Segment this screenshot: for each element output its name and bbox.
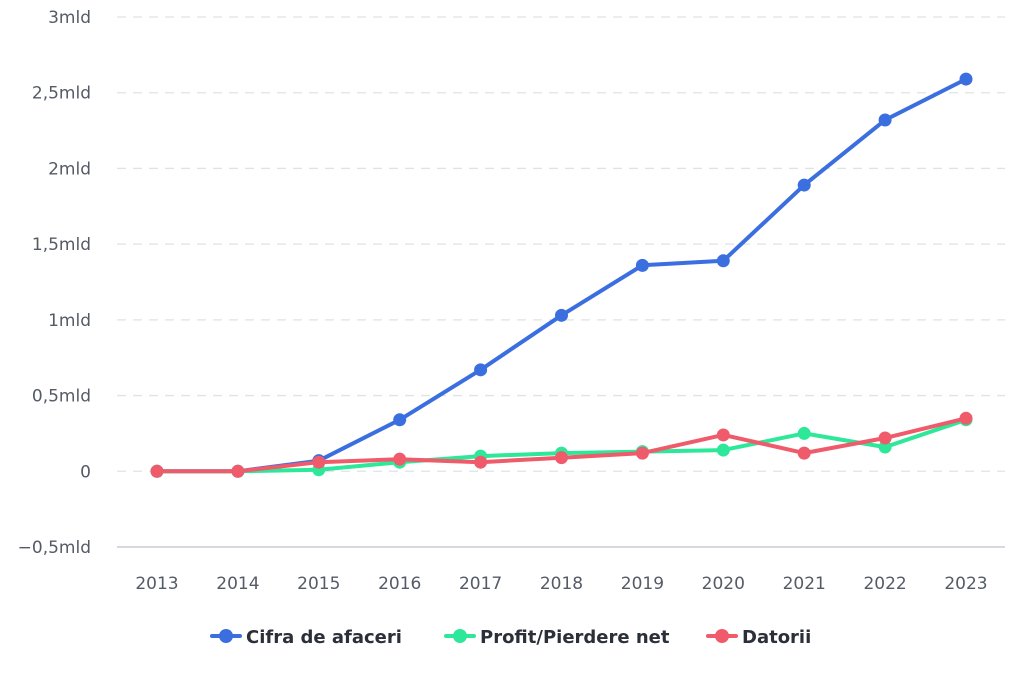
legend-item-cifra-de-afaceri[interactable]: Cifra de afaceri (210, 627, 402, 648)
data-point-cifra-de-afaceri[interactable] (635, 258, 649, 272)
y-tick-label: 2,5mld (32, 84, 91, 104)
legend-item-datorii[interactable]: Datorii (706, 627, 811, 648)
data-point-datorii[interactable] (959, 411, 973, 425)
series-line-cifra-de-afaceri (155, 77, 968, 474)
data-point-cifra-de-afaceri[interactable] (878, 113, 892, 127)
legend-item-profit-pierdere-net[interactable]: Profit/Pierdere net (444, 627, 670, 648)
series-lines (150, 72, 973, 478)
x-axis-ticks: 2013 2014 2015 2016 2017 2018 2019 2020 2021 2022… (135, 574, 987, 594)
x-tick-label: 2020 (702, 574, 745, 594)
data-point-datorii[interactable] (393, 452, 407, 466)
y-tick-label: 3mld (48, 8, 91, 28)
y-tick-label: 0 (80, 462, 91, 482)
data-point-datorii[interactable] (716, 428, 730, 442)
legend-dot-marker (715, 629, 729, 643)
data-point-datorii[interactable] (474, 455, 488, 469)
x-tick-label: 2023 (944, 574, 987, 594)
y-axis-ticks: −0,5mld 0 0,5mld 1mld 1,5mld 2mld 2,5mld 3mld (18, 8, 91, 558)
legend-label: Profit/Pierdere net (480, 627, 670, 648)
x-tick-label: 2018 (540, 574, 583, 594)
y-tick-label: 0,5mld (32, 387, 91, 407)
x-tick-label: 2019 (621, 574, 664, 594)
data-point-cifra-de-afaceri[interactable] (555, 308, 568, 322)
x-tick-label: 2017 (459, 574, 502, 594)
y-tick-label: 1mld (48, 311, 91, 331)
legend-dot-marker (453, 629, 467, 643)
data-point-cifra-de-afaceri[interactable] (797, 178, 811, 192)
data-point-datorii[interactable] (231, 464, 245, 478)
x-tick-label: 2014 (216, 574, 259, 594)
data-point-cifra-de-afaceri[interactable] (959, 72, 973, 86)
series-datorii (150, 411, 973, 478)
legend: Cifra de afaceri Profit/Pierdere net Dator… (210, 627, 811, 648)
y-tick-label: −0,5mld (18, 538, 91, 558)
data-point-datorii[interactable] (797, 446, 811, 460)
data-point-datorii[interactable] (312, 455, 326, 469)
x-tick-label: 2015 (297, 574, 340, 594)
legend-label: Datorii (742, 627, 811, 648)
data-point-cifra-de-afaceri[interactable] (393, 413, 407, 427)
data-point-datorii[interactable] (878, 431, 892, 445)
x-tick-label: 2021 (783, 574, 826, 594)
x-tick-label: 2022 (863, 574, 906, 594)
data-point-profit-pierdere-net[interactable] (716, 443, 730, 457)
data-point-cifra-de-afaceri[interactable] (716, 254, 730, 268)
x-tick-label: 2016 (378, 574, 421, 594)
legend-dot-marker (219, 629, 233, 643)
x-tick-label: 2013 (135, 574, 178, 594)
data-point-datorii[interactable] (150, 464, 164, 478)
gridlines (117, 16, 1005, 548)
y-tick-label: 2mld (48, 159, 91, 179)
data-point-datorii[interactable] (555, 451, 568, 465)
series-cifra-de-afaceri (150, 72, 973, 478)
data-point-profit-pierdere-net[interactable] (797, 426, 811, 440)
data-point-datorii[interactable] (635, 446, 649, 460)
y-tick-label: 1,5mld (32, 235, 91, 255)
legend-label: Cifra de afaceri (246, 627, 402, 648)
data-point-cifra-de-afaceri[interactable] (474, 363, 488, 377)
data-point-profit-pierdere-net[interactable] (878, 440, 892, 454)
